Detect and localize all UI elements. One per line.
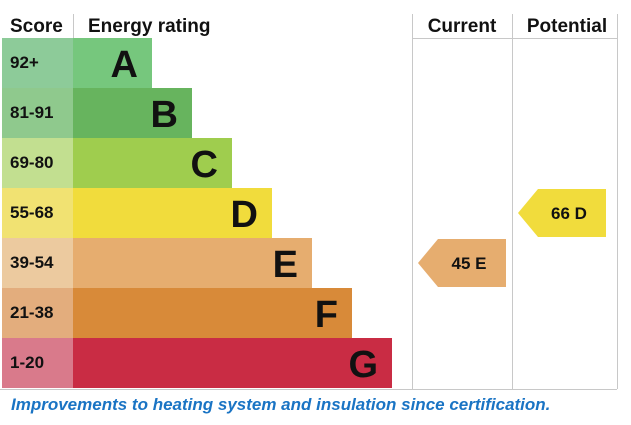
band-bar-f bbox=[73, 288, 352, 338]
potential-rating-arrow bbox=[518, 189, 606, 237]
band-bar-g bbox=[73, 338, 392, 388]
score-cell-a bbox=[2, 38, 73, 88]
band-letter-f: F bbox=[315, 294, 338, 336]
band-score-c: 69-80 bbox=[10, 153, 53, 172]
band-bar-b bbox=[73, 88, 192, 138]
band-letter-e: E bbox=[273, 244, 298, 286]
band-bar-d bbox=[73, 188, 272, 238]
band-score-e: 39-54 bbox=[10, 253, 54, 272]
band-letter-c: C bbox=[191, 144, 218, 186]
header-score: Score bbox=[10, 16, 63, 37]
potential-rating-label: 66 D bbox=[551, 204, 587, 223]
band-bar-c bbox=[73, 138, 232, 188]
current-rating-label: 45 E bbox=[452, 254, 487, 273]
current-rating-arrow bbox=[418, 239, 506, 287]
band-score-d: 55-68 bbox=[10, 203, 53, 222]
score-cell-g bbox=[2, 338, 73, 388]
chart-grid bbox=[0, 14, 618, 390]
score-cell-f bbox=[2, 288, 73, 338]
band-score-g: 1-20 bbox=[10, 353, 44, 372]
band-bar-e bbox=[73, 238, 312, 288]
band-score-f: 21-38 bbox=[10, 303, 53, 322]
band-letter-d: D bbox=[231, 194, 258, 236]
score-cell-e bbox=[2, 238, 73, 288]
band-bar-a bbox=[73, 38, 152, 88]
rating-bands: 92+ A 81-91 B 69-80 C 55-68 D 39-54 E 21-38 F 1-20 G bbox=[2, 38, 392, 388]
score-cell-b bbox=[2, 88, 73, 138]
band-letter-a: A bbox=[111, 44, 138, 86]
score-cell-c bbox=[2, 138, 73, 188]
band-letter-b: B bbox=[151, 94, 178, 136]
header-current: Current bbox=[428, 16, 497, 37]
band-letter-g: G bbox=[348, 344, 378, 386]
header-energy-rating: Energy rating bbox=[88, 16, 210, 37]
score-cell-d bbox=[2, 188, 73, 238]
band-score-b: 81-91 bbox=[10, 103, 53, 122]
rating-arrows: 45 E 66 D bbox=[418, 189, 606, 287]
footer-note: Improvements to heating system and insul… bbox=[11, 395, 551, 414]
band-score-a: 92+ bbox=[10, 53, 39, 72]
header-potential: Potential bbox=[527, 16, 607, 37]
